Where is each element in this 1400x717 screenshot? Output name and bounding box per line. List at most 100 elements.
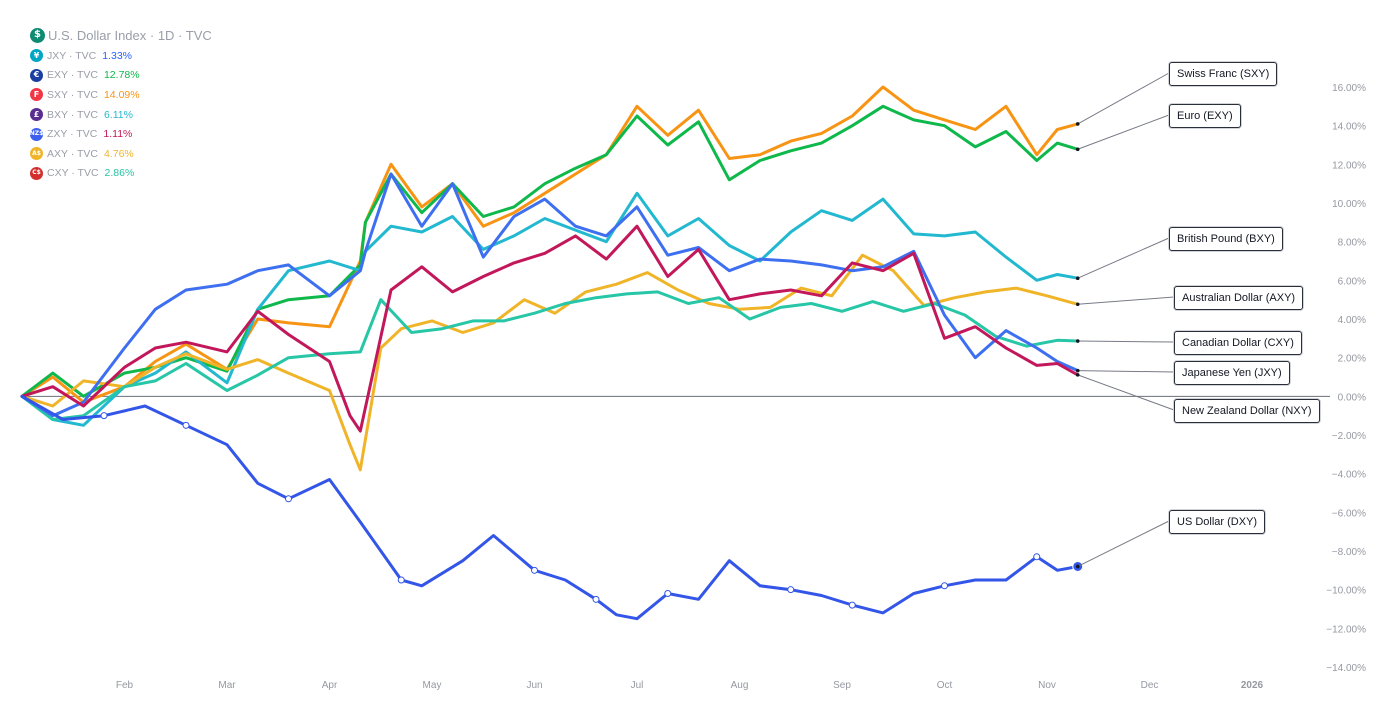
y-tick-label: −4.00% <box>1332 470 1366 481</box>
callout-cxy[interactable]: Canadian Dollar (CXY) <box>1174 331 1302 355</box>
zxy-line <box>20 224 1080 433</box>
legend-value: 6.11% <box>103 108 133 121</box>
dxy-marker <box>531 566 538 574</box>
x-tick-label: Jul <box>631 680 644 691</box>
dxy-marker <box>592 595 600 603</box>
legend-item[interactable]: F SXY · TVC 14.09% <box>30 85 212 105</box>
x-tick-label: Mar <box>218 680 236 691</box>
y-tick-label: 2.00% <box>1338 354 1366 365</box>
currency-icon: F <box>30 88 43 102</box>
legend-value: 1.33% <box>102 49 132 62</box>
y-tick-label: −14.00% <box>1326 663 1366 674</box>
y-tick-label: −8.00% <box>1332 547 1366 558</box>
legend-item[interactable]: A$ AXY · TVC 4.76% <box>30 144 212 164</box>
callout-anchor-dot <box>1075 122 1080 126</box>
legend-value: 4.76% <box>103 147 134 160</box>
legend-rows: ¥ JXY · TVC 1.33% € EXY · TVC 12.78% F SXY · TV… <box>30 46 212 183</box>
legend-symbol: BXY · TVC <box>47 108 98 121</box>
callout-bxy[interactable]: British Pound (BXY) <box>1169 227 1283 251</box>
legend-value: 2.86% <box>104 167 135 180</box>
callout-sxy[interactable]: Swiss Franc (SXY) <box>1169 62 1278 86</box>
callout-connector <box>1077 72 1170 125</box>
callout-connector <box>1077 340 1175 343</box>
dxy-marker <box>848 601 856 609</box>
y-tick-label: 10.00% <box>1332 199 1366 210</box>
legend-symbol: EXY · TVC <box>47 69 98 82</box>
dxy-marker <box>182 421 190 429</box>
legend-item[interactable]: C$ CXY · TVC 2.86% <box>30 164 212 184</box>
callout-exy[interactable]: Euro (EXY) <box>1169 104 1241 128</box>
callout-connector <box>1077 374 1175 411</box>
x-tick-label: Aug <box>731 680 749 691</box>
currency-icon: A$ <box>30 147 43 161</box>
callout-connector <box>1077 114 1170 150</box>
callout-anchor-dot <box>1075 302 1080 307</box>
bxy-line <box>20 191 1080 427</box>
x-tick-label: Dec <box>1141 680 1159 691</box>
y-tick-label: −2.00% <box>1332 431 1366 442</box>
x-tick-label: Apr <box>322 680 338 691</box>
dxy-line <box>20 394 1080 621</box>
legend-item[interactable]: £ BXY · TVC 6.11% <box>30 105 212 125</box>
y-tick-label: 8.00% <box>1338 238 1366 249</box>
callout-connector <box>1077 237 1170 279</box>
legend-value: 1.11% <box>103 128 133 141</box>
callout-axy[interactable]: Australian Dollar (AXY) <box>1174 286 1304 310</box>
callout-dxy[interactable]: US Dollar (DXY) <box>1169 510 1266 534</box>
callout-anchor-dot <box>1075 368 1080 373</box>
dxy-marker <box>397 576 405 584</box>
legend-symbol: SXY · TVC <box>47 88 98 101</box>
currency-icon: £ <box>30 108 43 122</box>
y-tick-label: 6.00% <box>1338 276 1366 287</box>
dxy-marker <box>664 590 672 598</box>
currency-icon: ¥ <box>30 49 43 63</box>
y-tick-label: 12.00% <box>1332 160 1366 171</box>
currency-icon: € <box>30 68 43 82</box>
x-tick-label: Sep <box>833 680 851 691</box>
callout-anchor-dot <box>1075 373 1080 377</box>
x-tick-label: May <box>423 680 442 691</box>
callout-connector <box>1077 296 1175 305</box>
callout-anchor-dot <box>1075 147 1080 152</box>
y-tick-label: 14.00% <box>1332 122 1366 133</box>
y-tick-label: 0.00% <box>1338 392 1366 403</box>
y-tick-label: −10.00% <box>1326 586 1366 597</box>
x-tick-label: Oct <box>937 680 953 691</box>
legend: $ U.S. Dollar Index · 1D · TVC ¥ JXY · TV… <box>30 26 212 183</box>
sxy-line <box>20 85 1080 404</box>
cxy-line <box>20 290 1080 421</box>
x-tick-label: Feb <box>116 680 134 691</box>
y-tick-label: −12.00% <box>1326 624 1366 635</box>
legend-symbol: CXY · TVC <box>47 167 99 180</box>
dxy-marker <box>787 586 795 594</box>
dxy-marker <box>100 412 108 420</box>
exy-line <box>20 104 1080 398</box>
callout-jxy[interactable]: Japanese Yen (JXY) <box>1174 361 1290 385</box>
callout-anchor-dot <box>1075 564 1080 569</box>
callout-anchor-dot <box>1075 339 1080 343</box>
x-tick-label: 2026 <box>1241 680 1264 691</box>
legend-item[interactable]: ¥ JXY · TVC 1.33% <box>30 46 212 66</box>
currency-icon: NZ$ <box>30 127 43 141</box>
dxy-marker <box>285 495 292 503</box>
x-tick-label: Jun <box>526 680 542 691</box>
legend-item[interactable]: NZ$ ZXY · TVC 1.11% <box>30 124 212 144</box>
callout-anchor-dot <box>1075 276 1080 281</box>
y-tick-label: 16.00% <box>1332 83 1366 94</box>
legend-symbol: JXY · TVC <box>47 49 97 62</box>
x-tick-label: Nov <box>1038 680 1056 691</box>
legend-value: 14.09% <box>103 88 140 101</box>
dollar-icon: $ <box>30 27 45 43</box>
jxy-line <box>20 172 1080 418</box>
currency-icon: C$ <box>30 166 43 180</box>
legend-title[interactable]: U.S. Dollar Index · 1D · TVC <box>48 27 212 43</box>
legend-title-row: $ U.S. Dollar Index · 1D · TVC <box>30 26 212 44</box>
callout-zxy[interactable]: New Zealand Dollar (NXY) <box>1174 399 1320 423</box>
legend-item[interactable]: € EXY · TVC 12.78% <box>30 66 212 86</box>
y-tick-label: 4.00% <box>1338 315 1366 326</box>
legend-value: 12.78% <box>103 69 140 82</box>
legend-symbol: ZXY · TVC <box>47 128 98 141</box>
callout-connector <box>1077 370 1175 373</box>
